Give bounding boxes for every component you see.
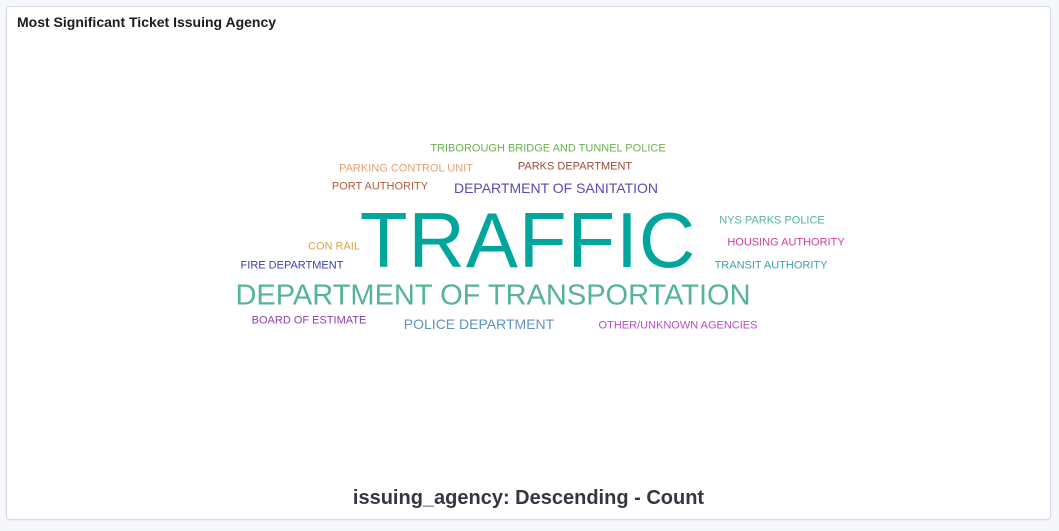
word-traffic[interactable]: TRAFFIC <box>359 196 697 284</box>
word-cloud: TRAFFIC DEPARTMENT OF TRANSPORTATION DEPAR… <box>7 7 1050 519</box>
word-housing-authority[interactable]: HOUSING AUTHORITY <box>727 236 845 249</box>
word-department-of-sanitation[interactable]: DEPARTMENT OF SANITATION <box>453 180 659 196</box>
word-police-department[interactable]: POLICE DEPARTMENT <box>403 316 555 332</box>
word-fire-department[interactable]: FIRE DEPARTMENT <box>240 259 344 272</box>
word-parking-control-unit[interactable]: PARKING CONTROL UNIT <box>339 162 473 175</box>
word-con-rail[interactable]: CON RAIL <box>308 240 360 253</box>
word-other-unknown-agencies[interactable]: OTHER/UNKNOWN AGENCIES <box>598 319 758 332</box>
chart-axis-label: issuing_agency: Descending - Count <box>352 487 705 509</box>
visualization-panel: Most Significant Ticket Issuing Agency T… <box>6 6 1051 520</box>
word-nys-parks-police[interactable]: NYS PARKS POLICE <box>719 214 825 227</box>
word-port-authority[interactable]: PORT AUTHORITY <box>331 180 429 193</box>
word-triborough-bridge-and-tunnel-police[interactable]: TRIBOROUGH BRIDGE AND TUNNEL POLICE <box>430 142 666 155</box>
word-board-of-estimate[interactable]: BOARD OF ESTIMATE <box>251 314 367 327</box>
panel-title: Most Significant Ticket Issuing Agency <box>17 14 277 30</box>
word-department-of-transportation[interactable]: DEPARTMENT OF TRANSPORTATION <box>235 279 751 312</box>
word-transit-authority[interactable]: TRANSIT AUTHORITY <box>714 259 828 272</box>
word-parks-department[interactable]: PARKS DEPARTMENT <box>517 160 633 173</box>
